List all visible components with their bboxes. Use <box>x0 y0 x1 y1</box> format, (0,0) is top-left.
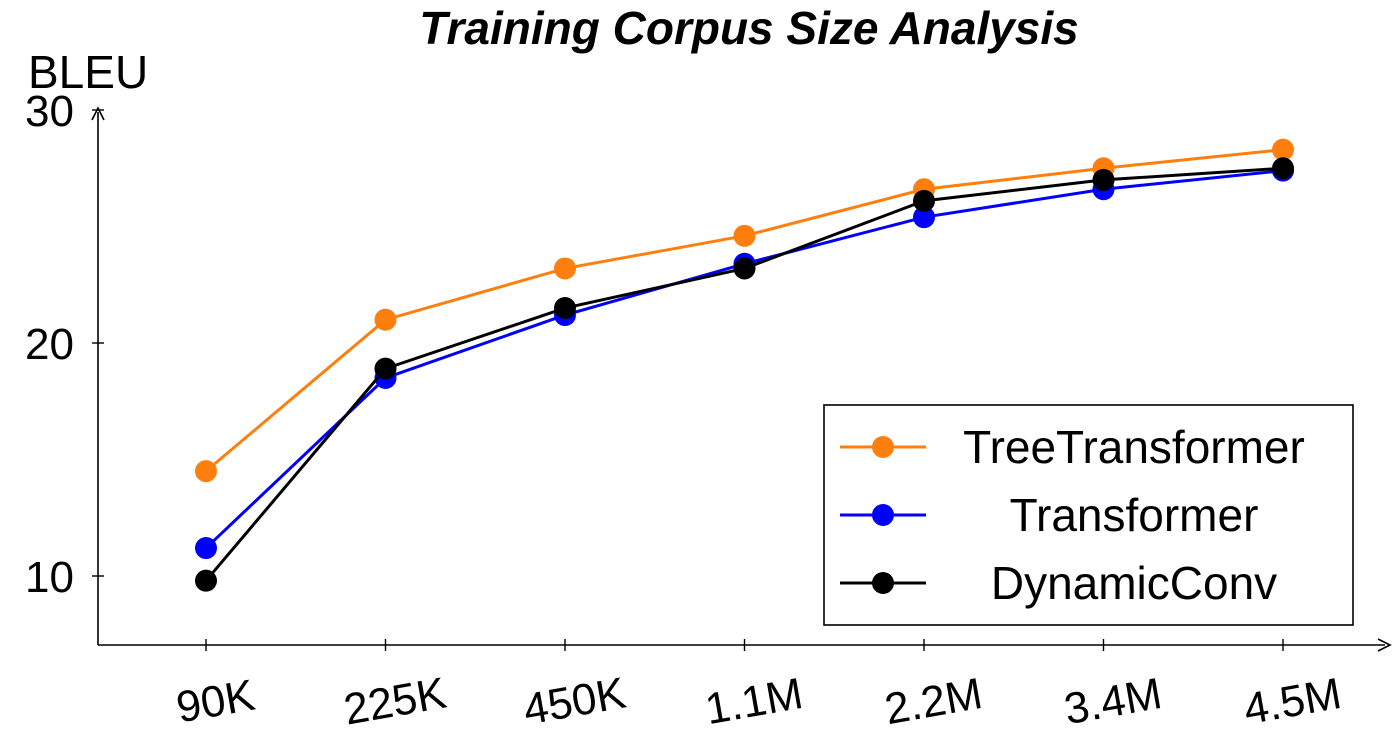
x-tick-label: 450K <box>520 668 630 734</box>
x-tick-label: 4.5M <box>1240 669 1345 734</box>
x-ticks: 90K 225K 450K 1.1M 2.2M 3.4M 4.5M <box>173 639 1345 735</box>
data-point <box>554 257 576 280</box>
data-point <box>1272 157 1294 180</box>
data-point <box>733 257 756 280</box>
data-point <box>374 357 397 380</box>
y-axis-arrow <box>91 106 105 121</box>
x-tick-label: 1.1M <box>702 669 807 734</box>
axes <box>91 106 1392 652</box>
x-tick-label: 225K <box>340 668 450 734</box>
data-point <box>1272 138 1294 161</box>
x-axis-arrow <box>1377 638 1392 652</box>
y-ticks: 10 20 30 <box>25 87 104 602</box>
y-tick-label: 10 <box>25 553 74 602</box>
legend-label: DynamicConv <box>991 557 1277 609</box>
x-tick-label: 90K <box>173 671 259 733</box>
data-point <box>195 460 217 483</box>
chart-title: Training Corpus Size Analysis <box>419 2 1079 54</box>
legend-item: DynamicConv <box>840 557 1277 609</box>
legend-item: TreeTransformer <box>840 421 1305 473</box>
legend-marker <box>872 436 894 458</box>
data-point <box>374 308 397 331</box>
y-tick-label: 20 <box>25 320 74 369</box>
legend-label: Transformer <box>1010 489 1259 541</box>
y-tick-label: 30 <box>25 87 74 136</box>
data-point <box>913 206 935 229</box>
data-point <box>1092 168 1115 191</box>
data-point <box>195 569 217 592</box>
legend-item: Transformer <box>840 489 1258 541</box>
data-point <box>733 224 756 247</box>
x-tick-label: 2.2M <box>881 669 986 734</box>
legend-marker <box>872 572 894 594</box>
legend-marker <box>872 504 894 526</box>
legend-items: TreeTransformer Transformer DynamicConv <box>840 421 1305 609</box>
y-axis-label: BLEU <box>28 46 148 98</box>
series-group <box>195 138 1294 592</box>
x-tick-label: 3.4M <box>1061 669 1166 734</box>
data-point <box>554 297 576 320</box>
data-point <box>195 537 217 560</box>
data-point <box>913 189 935 212</box>
legend-label: TreeTransformer <box>963 421 1305 473</box>
legend: TreeTransformer Transformer DynamicConv <box>823 404 1354 626</box>
series-dynamicconv <box>195 157 1294 592</box>
